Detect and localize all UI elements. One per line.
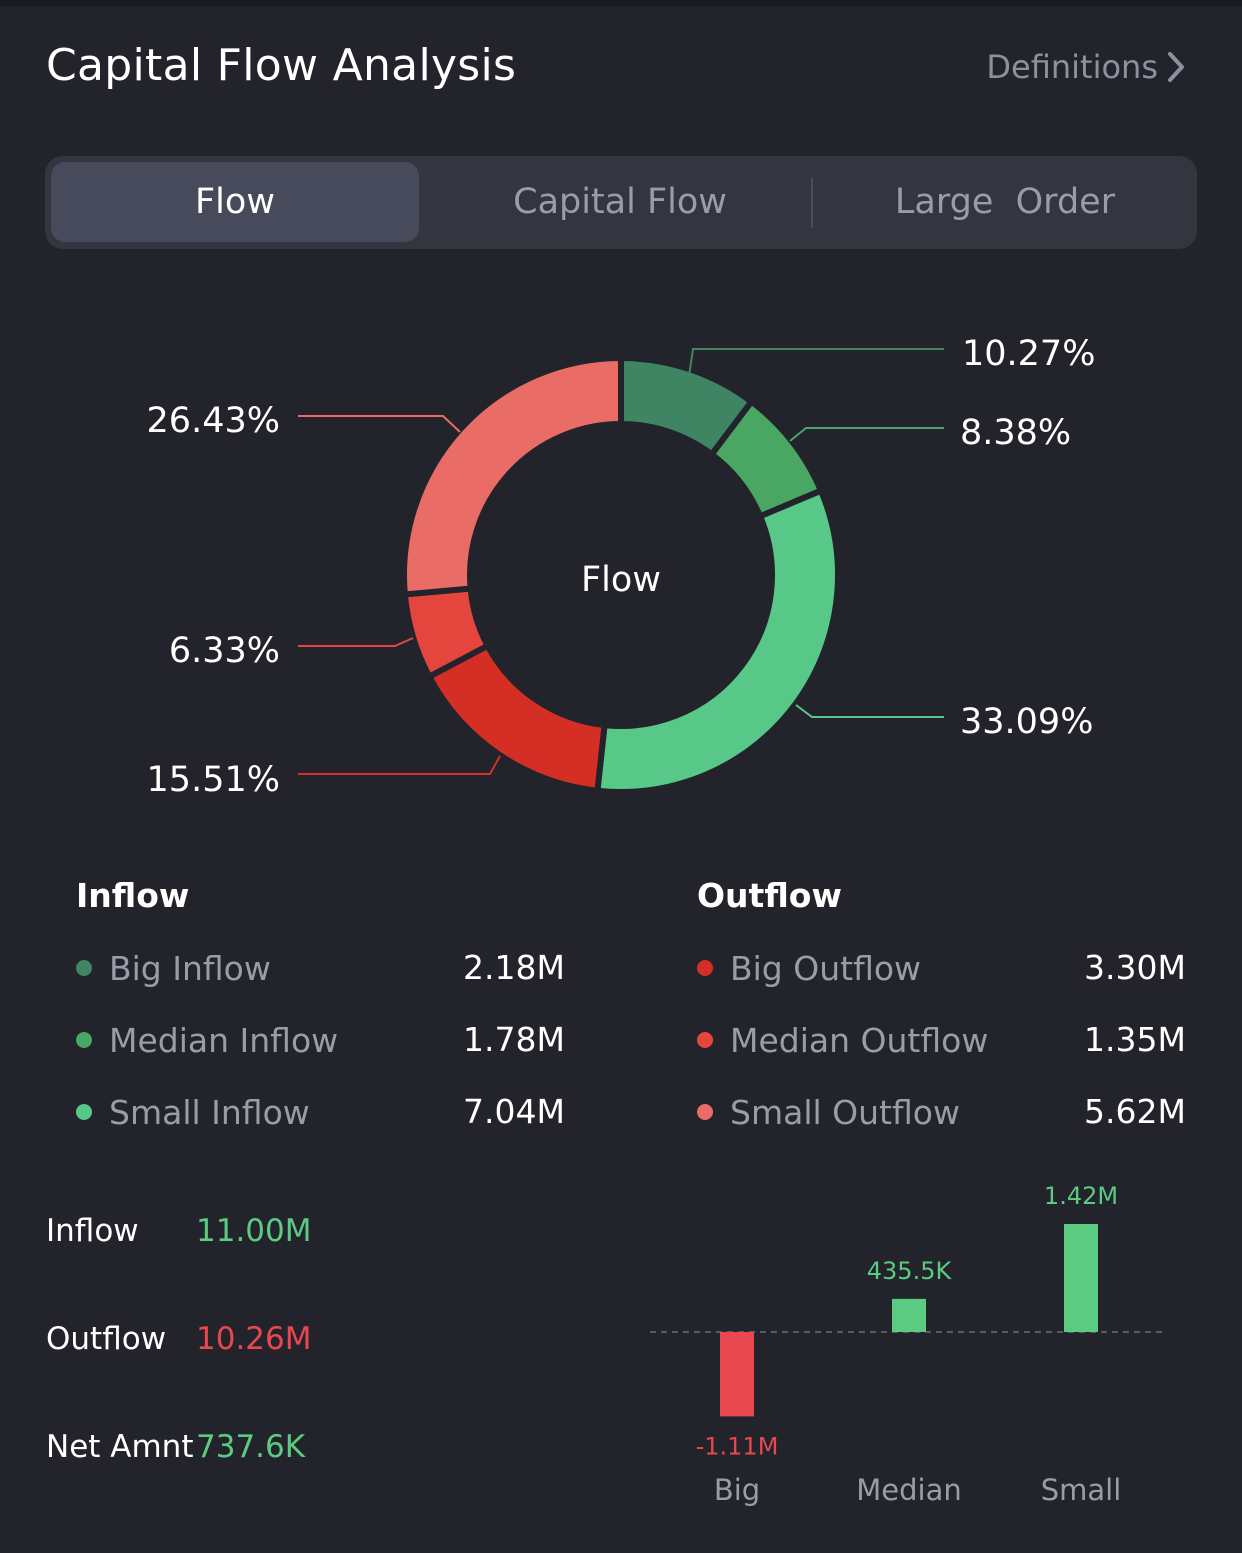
- legend-big-outflow: Big Outflow: [697, 946, 921, 990]
- leader-line-small-outflow: [298, 415, 461, 433]
- net-flow-bar-chart: -1.11M Big 435.5K Median 1.42M Small: [650, 1182, 1162, 1507]
- pct-label-big-inflow: 10.27%: [962, 334, 1095, 374]
- legend-small-outflow: Small Outflow: [697, 1090, 960, 1134]
- leader-line-median-inflow: [789, 427, 944, 442]
- pct-label-small-outflow: 26.43%: [147, 401, 280, 441]
- donut-leader-lines: [298, 348, 944, 775]
- big-outflow-value: 3.30M: [1084, 948, 1186, 987]
- big-inflow-dot: [76, 960, 92, 976]
- big-inflow-value: 2.18M: [463, 948, 565, 987]
- summary-inflow-label: Inflow: [46, 1213, 139, 1249]
- tab-capital-flow[interactable]: Capital Flow: [513, 182, 727, 222]
- donut-slices: [401, 355, 841, 795]
- legend-small-inflow: Small Inflow: [76, 1090, 310, 1134]
- legend-label: Small Inflow: [109, 1092, 310, 1132]
- median-inflow-dot: [76, 1032, 92, 1048]
- donut-slice-small-outflow[interactable]: [401, 355, 624, 598]
- small-inflow-dot: [76, 1104, 92, 1120]
- legend-label: Small Outflow: [730, 1092, 960, 1132]
- legend-label: Median Inflow: [109, 1020, 339, 1060]
- median-outflow-dot: [697, 1032, 713, 1048]
- bar-category-label-big: Big: [714, 1473, 760, 1507]
- summary-net-label: Net Amnt: [46, 1429, 194, 1465]
- tab-flow[interactable]: Flow: [51, 162, 419, 242]
- definitions-link[interactable]: Definitions: [986, 48, 1186, 86]
- small-outflow-dot: [697, 1104, 713, 1120]
- bar-value-label-big: -1.11M: [696, 1432, 779, 1460]
- outflow-heading: Outflow: [697, 876, 842, 915]
- bar-big: [720, 1332, 754, 1417]
- chevron-right-icon: [1168, 52, 1184, 82]
- tab-large-order[interactable]: Large Order: [894, 182, 1116, 222]
- pct-label-big-outflow: 15.51%: [147, 760, 280, 800]
- legend-median-outflow: Median Outflow: [697, 1018, 988, 1062]
- donut-slice-small-inflow[interactable]: [594, 487, 841, 795]
- bar-category-label-small: Small: [1041, 1473, 1122, 1507]
- legend-label: Big Outflow: [730, 948, 922, 988]
- flow-donut-chart: 10.27% 8.38% 33.09% 15.51% 6.33% 26.43% …: [147, 334, 1096, 800]
- donut-slice-big-outflow[interactable]: [426, 642, 608, 794]
- summary-outflow-value: 10.26M: [196, 1321, 312, 1357]
- pct-label-median-outflow: 6.33%: [169, 631, 280, 671]
- legend-median-inflow: Median Inflow: [76, 1018, 338, 1062]
- bar-value-label-small: 1.42M: [1044, 1182, 1118, 1210]
- definitions-label: Definitions: [986, 48, 1158, 86]
- small-inflow-value: 7.04M: [463, 1092, 565, 1131]
- donut-center-label: Flow: [581, 560, 661, 600]
- summary-inflow-value: 11.00M: [196, 1213, 312, 1249]
- bar-value-label-median: 435.5K: [867, 1257, 953, 1285]
- small-outflow-value: 5.62M: [1084, 1092, 1186, 1131]
- legend-label: Big Inflow: [109, 948, 271, 988]
- bar-median: [892, 1298, 926, 1332]
- leader-line-median-outflow: [298, 637, 414, 647]
- summary-outflow-label: Outflow: [46, 1321, 167, 1357]
- summary-net-value: 737.6K: [196, 1429, 306, 1465]
- leader-line-big-inflow: [688, 348, 944, 377]
- page-title: Capital Flow Analysis: [46, 40, 517, 91]
- leader-line-big-outflow: [298, 755, 501, 775]
- legend-label: Median Outflow: [730, 1020, 989, 1060]
- big-outflow-dot: [697, 960, 713, 976]
- inflow-heading: Inflow: [76, 876, 190, 915]
- tab-bar: Flow Capital Flow Large Order: [45, 156, 1197, 249]
- tab-divider: [811, 178, 813, 228]
- pct-label-median-inflow: 8.38%: [960, 413, 1071, 453]
- pct-label-small-inflow: 33.09%: [960, 702, 1093, 742]
- bar-category-label-median: Median: [856, 1473, 961, 1507]
- median-outflow-value: 1.35M: [1084, 1020, 1186, 1059]
- top-border: [0, 0, 1242, 6]
- leader-line-small-inflow: [795, 704, 944, 718]
- bars: -1.11M Big 435.5K Median 1.42M Small: [696, 1182, 1122, 1507]
- legend-big-inflow: Big Inflow: [76, 946, 271, 990]
- bar-small: [1064, 1224, 1098, 1332]
- median-inflow-value: 1.78M: [463, 1020, 565, 1059]
